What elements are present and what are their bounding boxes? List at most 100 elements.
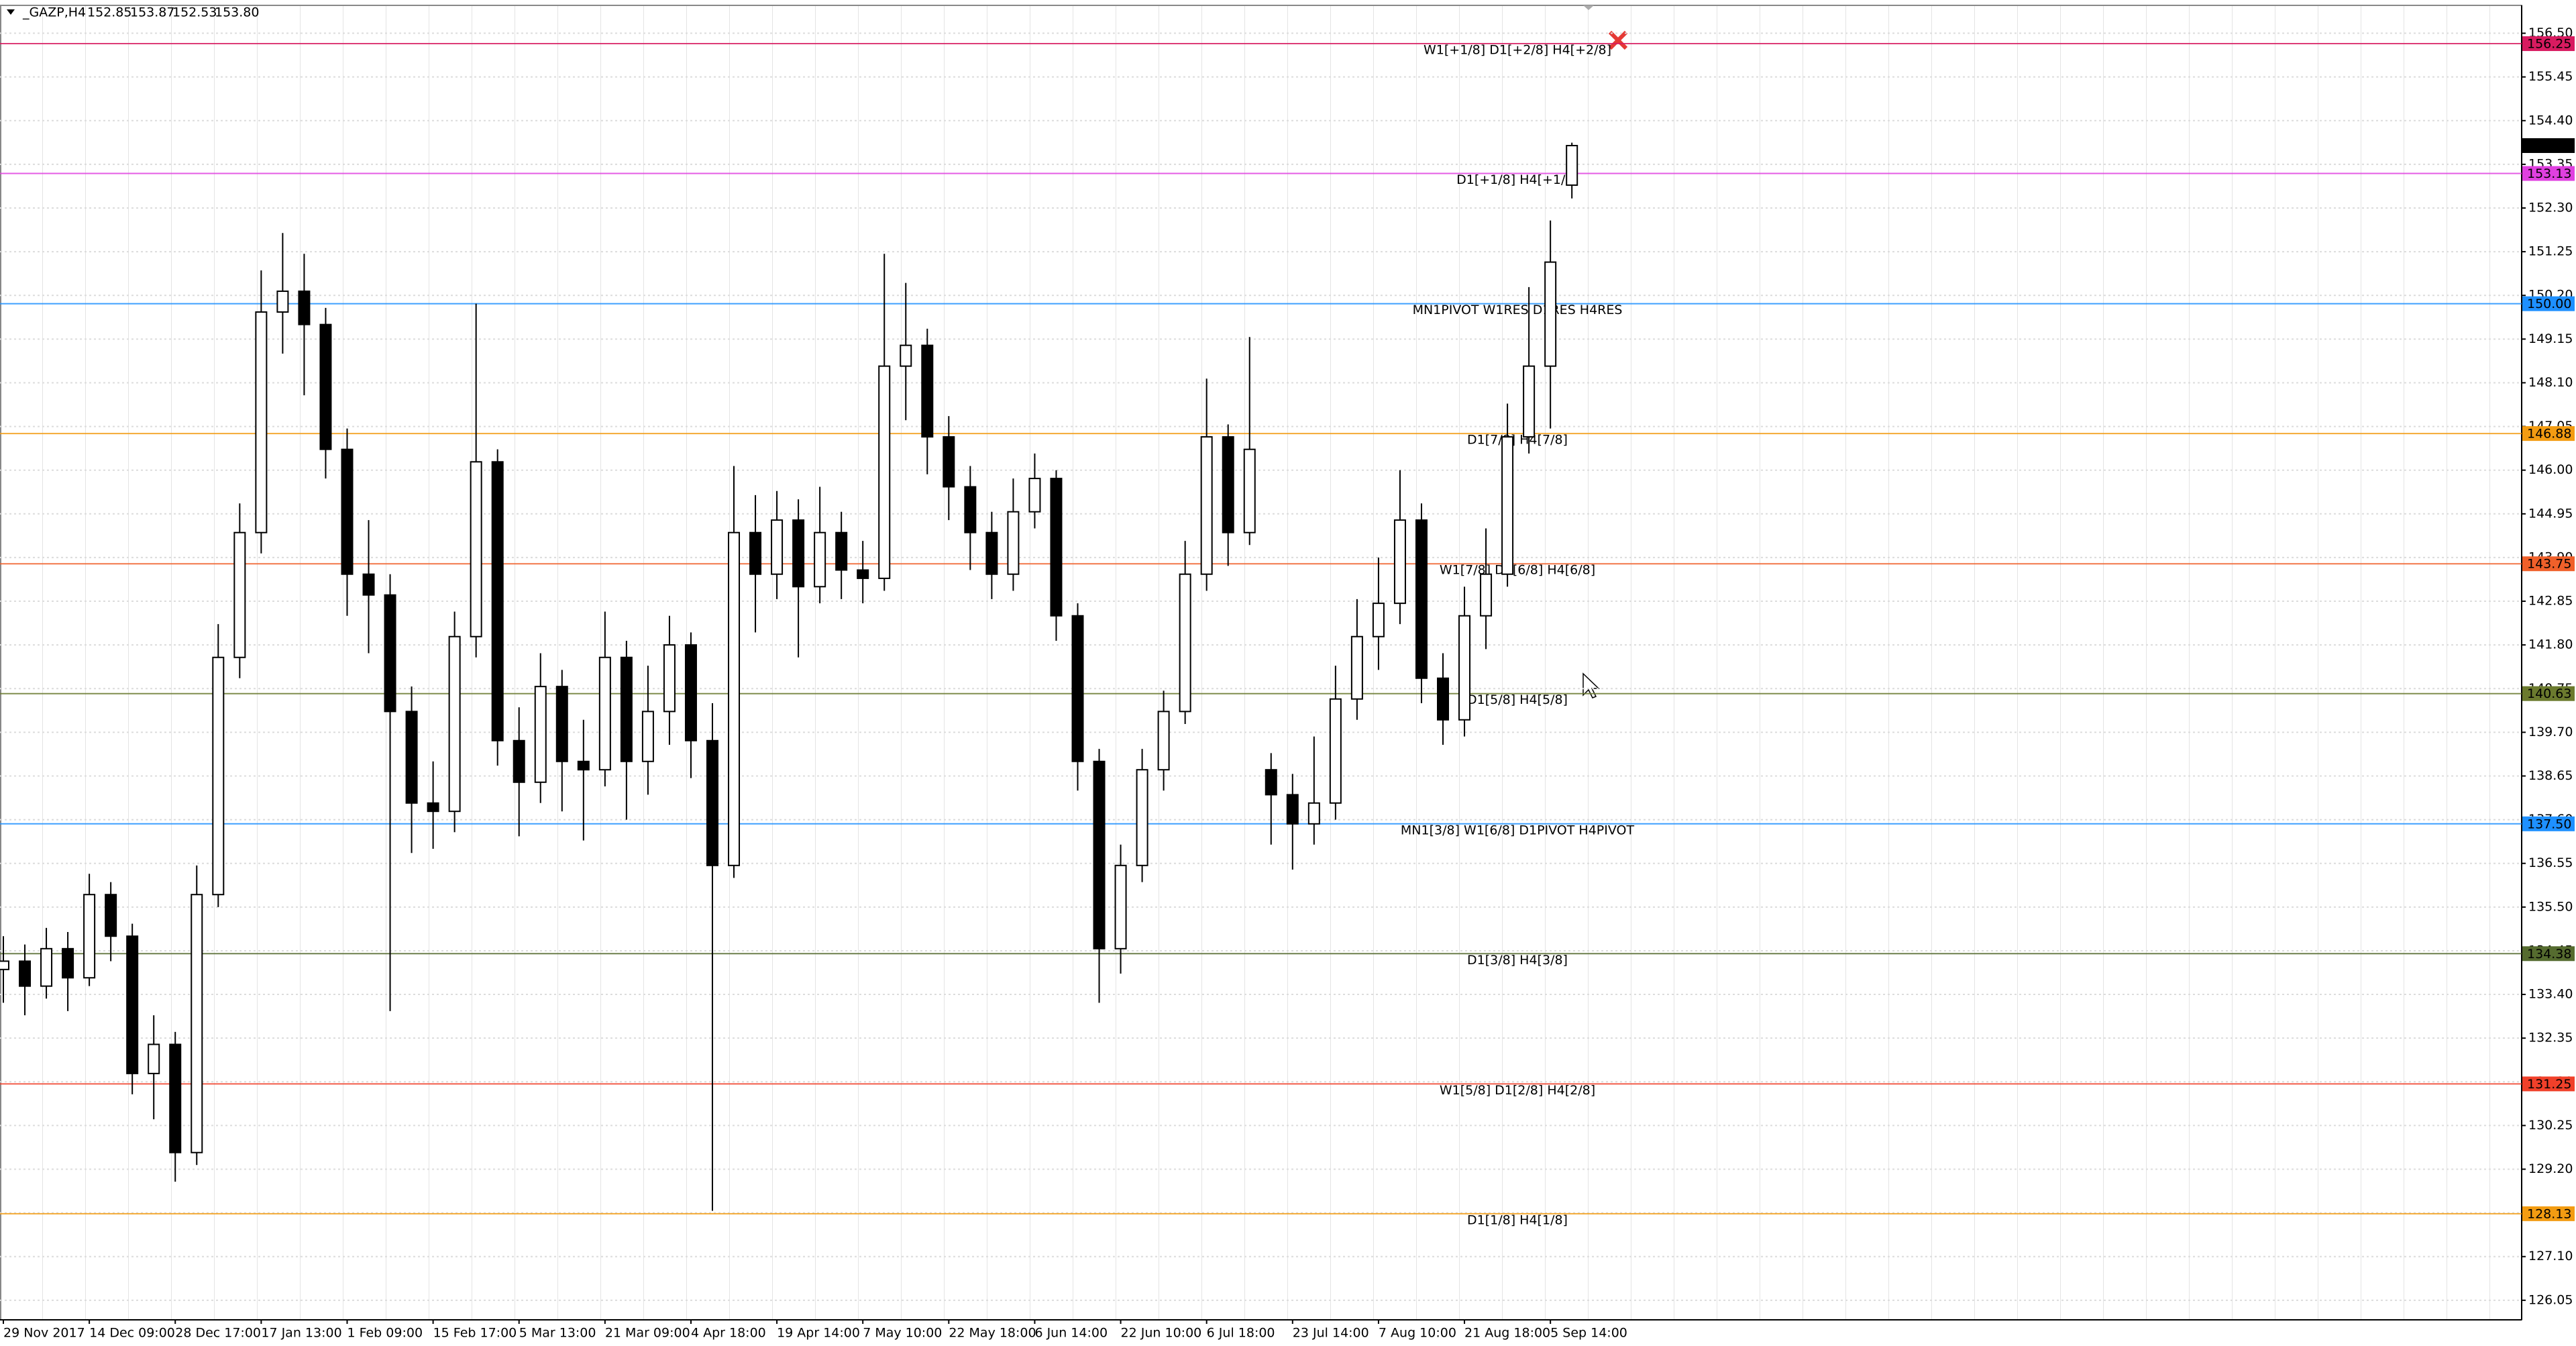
price-box	[2522, 1206, 2575, 1221]
y-tick-label: 126.05	[2528, 1292, 2573, 1307]
x-tick-label: 5 Sep 14:00	[1550, 1326, 1627, 1341]
y-tick-label: 154.40	[2528, 113, 2573, 127]
candle-body	[148, 1043, 160, 1074]
y-tick-label: 155.45	[2528, 69, 2573, 84]
candle-body	[1286, 794, 1299, 825]
candle-body	[1329, 698, 1342, 804]
candle-body	[1071, 615, 1084, 762]
level-label: W1[+1/8] D1[+2/8] H4[+2/8]	[1424, 43, 1611, 58]
price-box-label: 150.00	[2527, 297, 2571, 311]
candle-body	[620, 656, 633, 762]
candle-body	[405, 711, 418, 804]
ohlc-close: 153.80	[215, 5, 259, 20]
candle-body	[427, 802, 439, 813]
x-tick-label: 6 Jun 14:00	[1034, 1326, 1108, 1341]
level-label: MN1PIVOT W1RES D1RES H4RES	[1413, 303, 1623, 317]
y-tick-label: 141.80	[2528, 637, 2573, 652]
candle-body	[470, 461, 482, 637]
candle-body	[792, 519, 805, 588]
candle-body	[900, 344, 912, 367]
candle-body	[384, 594, 396, 713]
price-box-label: 143.75	[2527, 557, 2571, 572]
price-box	[2522, 1076, 2575, 1092]
price-box-label: 137.50	[2527, 817, 2571, 831]
level-label: D1[7/8] H4[7/8]	[1467, 433, 1568, 448]
y-tick-label: 144.95	[2528, 506, 2573, 521]
candle-body	[1200, 436, 1213, 575]
price-box	[2522, 816, 2575, 831]
candle-body	[1157, 711, 1170, 771]
candle-body	[1179, 573, 1191, 713]
candle-body	[706, 739, 718, 866]
candle-body	[1265, 769, 1277, 796]
candle-body	[255, 311, 268, 533]
candle-body	[1350, 635, 1363, 700]
candle-body	[1566, 144, 1578, 186]
level-label: D1[3/8] H4[3/8]	[1467, 953, 1568, 968]
candle-body	[577, 760, 590, 771]
price-box-label: 146.88	[2527, 427, 2571, 442]
candle-body	[1307, 802, 1320, 825]
candle-body	[728, 531, 741, 866]
price-box	[2522, 296, 2575, 311]
candle-body	[233, 531, 246, 658]
y-tick-label: 129.20	[2528, 1161, 2573, 1176]
candle-body	[276, 291, 289, 313]
candle-body	[1372, 603, 1385, 637]
y-tick-label: 152.30	[2528, 201, 2573, 215]
menu-triangle[interactable]	[7, 9, 15, 15]
candle-body	[1501, 436, 1514, 575]
candle-body	[921, 344, 934, 438]
price-box-label: 156.25	[2527, 37, 2571, 52]
x-tick-label: 7 May 10:00	[863, 1326, 942, 1341]
y-tick-label: 139.70	[2528, 725, 2573, 739]
candle-body	[1415, 519, 1428, 679]
y-tick-label: 148.10	[2528, 375, 2573, 390]
price-box-label: 153.13	[2527, 166, 2571, 181]
price-box-label: 153.80	[2527, 138, 2571, 153]
ohlc-open: 152.85	[87, 5, 131, 20]
candle-body	[534, 686, 547, 783]
price-box	[2522, 946, 2575, 962]
candle-body	[1458, 615, 1471, 721]
candle-body	[1523, 365, 1536, 438]
y-tick-label: 130.25	[2528, 1118, 2573, 1133]
candle-body	[1544, 261, 1557, 367]
candle-body	[964, 486, 977, 533]
candle-body	[298, 291, 311, 325]
vertical-grid	[0, 5, 2522, 1320]
candle-body	[684, 644, 697, 741]
y-tick-label: 132.35	[2528, 1031, 2573, 1045]
candle-body	[878, 365, 891, 579]
shift-marker	[1583, 5, 1594, 10]
x-tick-label: 17 Jan 13:00	[261, 1326, 341, 1341]
y-tick-label: 135.50	[2528, 899, 2573, 914]
x-tick-label: 29 Nov 2017	[3, 1326, 85, 1341]
x-tick-label: 7 Aug 10:00	[1379, 1326, 1456, 1341]
candle-body	[341, 448, 354, 575]
candle-body	[555, 686, 568, 762]
price-box	[2522, 556, 2575, 572]
candle-body	[749, 531, 762, 575]
candle-body	[126, 935, 139, 1074]
candle-body	[362, 573, 375, 596]
candle-body	[0, 960, 9, 970]
close-icon[interactable]	[1608, 30, 1628, 50]
level-label: D1[+1/8] H4[+1/8]	[1456, 172, 1578, 187]
candle-body	[513, 739, 525, 783]
y-tick-label: 127.10	[2528, 1249, 2573, 1263]
candle-body	[1222, 436, 1234, 533]
x-tick-label: 6 Jul 18:00	[1207, 1326, 1275, 1341]
candle-body	[1028, 478, 1041, 513]
candle-body	[814, 531, 826, 588]
candles	[0, 142, 1578, 1211]
x-tick-label: 21 Mar 09:00	[605, 1326, 690, 1341]
x-tick-label: 4 Apr 18:00	[691, 1326, 766, 1341]
price-box	[2522, 426, 2575, 442]
candle-body	[491, 461, 504, 741]
plot-frame	[0, 5, 2522, 1321]
x-tick-label: 21 Aug 18:00	[1464, 1326, 1550, 1341]
y-tick-label: 146.00	[2528, 462, 2573, 477]
close-icon-stroke	[1608, 30, 1628, 50]
candle-body	[319, 323, 332, 450]
